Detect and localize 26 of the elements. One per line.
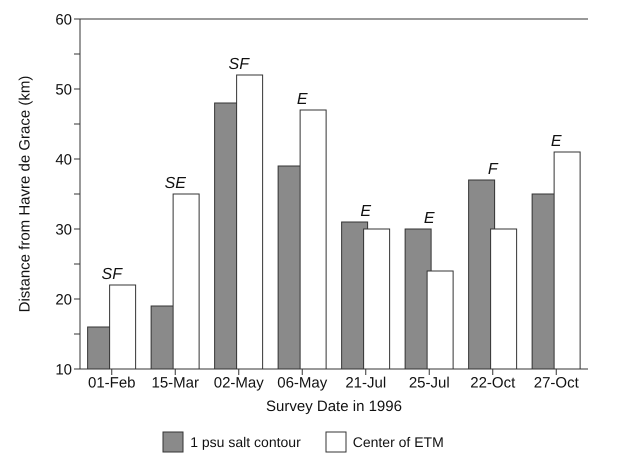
x-tick-label: 01-Feb <box>88 374 136 392</box>
x-tick-label: 22-Oct <box>470 374 516 392</box>
x-tick-label: 25-Jul <box>408 374 450 392</box>
annotation: F <box>488 161 499 178</box>
x-tick-label: 21-Jul <box>345 374 386 392</box>
annotation: SE <box>164 175 186 192</box>
legend-label: Center of ETM <box>352 434 444 450</box>
x-tick-label: 15-Mar <box>151 374 200 392</box>
y-tick-label: 60 <box>55 11 72 28</box>
annotation: E <box>550 133 562 150</box>
x-axis-title: Survey Date in 1996 <box>266 398 402 415</box>
annotation: E <box>360 203 372 220</box>
y-tick-label: 50 <box>55 81 72 98</box>
x-tick-label: 06-May <box>277 374 328 392</box>
annotation: SF <box>228 56 250 73</box>
annotation: E <box>424 210 435 227</box>
y-tick-label: 20 <box>55 291 72 308</box>
legend-label: 1 psu salt contour <box>190 434 301 450</box>
y-tick-label: 10 <box>55 361 72 378</box>
y-tick-label: 40 <box>55 151 72 168</box>
annotation: E <box>296 91 308 108</box>
x-tick-label: 02-May <box>214 374 264 392</box>
annotation: SF <box>102 266 124 283</box>
y-axis-title: Distance from Havre de Grace (km) <box>16 76 34 312</box>
y-tick-label: 30 <box>55 221 72 238</box>
x-tick-label: 27-Oct <box>534 374 580 392</box>
